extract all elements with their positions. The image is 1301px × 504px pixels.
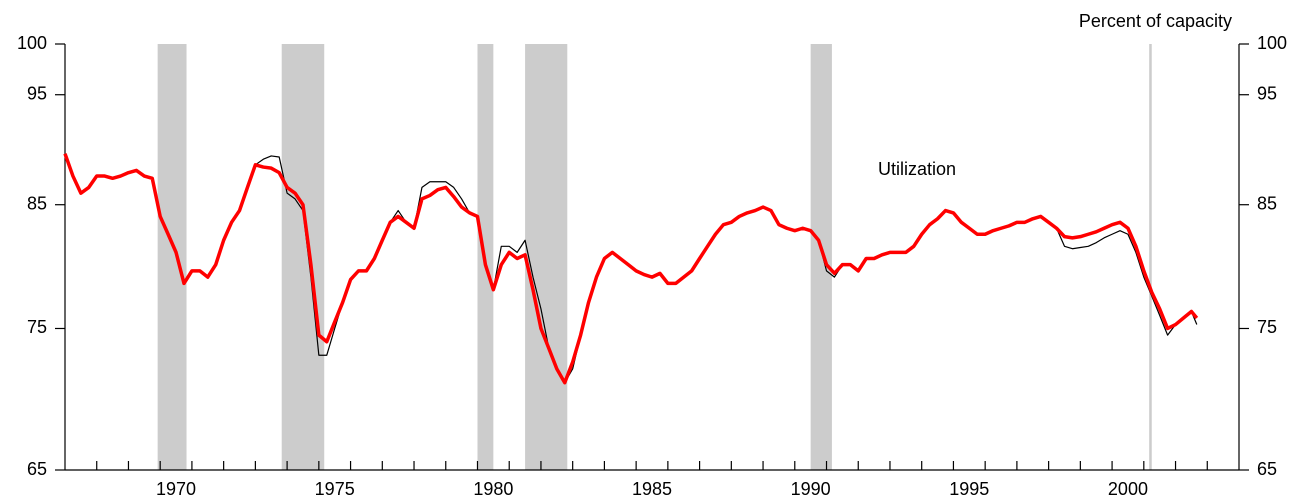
y-tick-label: 100 — [17, 33, 47, 53]
x-tick-label: 1985 — [632, 479, 672, 499]
y-tick-label: 65 — [27, 459, 47, 479]
x-tick-label: 2000 — [1108, 479, 1148, 499]
y-tick-label: 85 — [27, 193, 47, 213]
y-tick-label: 100 — [1257, 33, 1287, 53]
y-tick-label: 75 — [27, 317, 47, 337]
x-tick-label: 1975 — [315, 479, 355, 499]
recession-band — [525, 44, 568, 470]
recession-band — [157, 44, 187, 470]
series-line — [63, 153, 1199, 385]
chart-title: Percent of capacity — [1079, 11, 1232, 31]
recession-band — [810, 44, 832, 470]
y-tick-label: 65 — [1257, 459, 1277, 479]
annotation: Utilization — [878, 159, 956, 179]
y-tick-label: 85 — [1257, 193, 1277, 213]
x-tick-label: 1995 — [949, 479, 989, 499]
x-tick-label: 1970 — [156, 479, 196, 499]
y-tick-label: 95 — [27, 83, 47, 103]
y-tick-label: 95 — [1257, 83, 1277, 103]
recession-band — [1149, 44, 1152, 470]
y-tick-label: 75 — [1257, 317, 1277, 337]
x-tick-label: 1980 — [473, 479, 513, 499]
recession-band — [281, 44, 325, 470]
x-tick-label: 1990 — [791, 479, 831, 499]
